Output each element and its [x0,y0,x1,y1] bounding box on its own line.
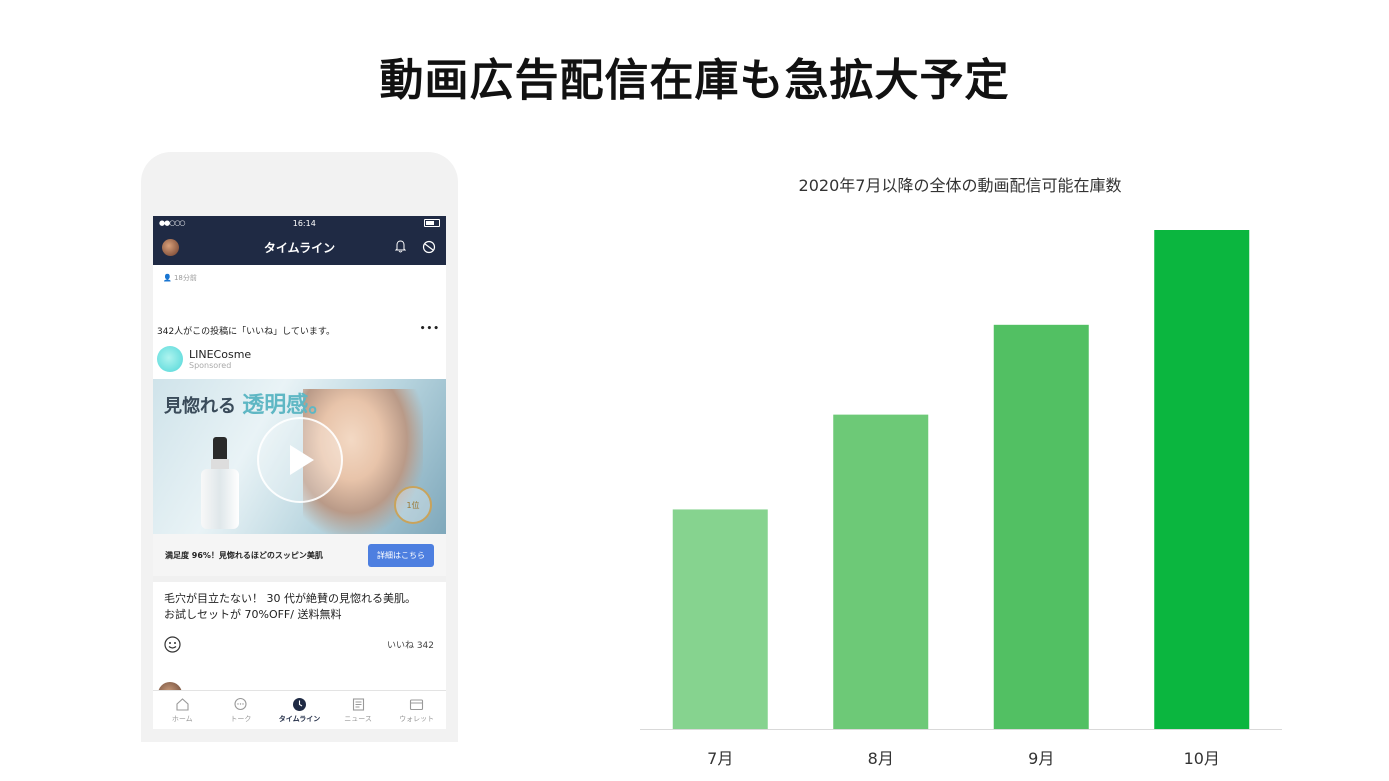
x-tick-label: 9月 [1028,749,1054,768]
cta-row: 満足度 96%！見惚れるほどのスッピン美肌 詳細はこちら [153,534,446,576]
more-options-icon[interactable]: ••• [419,324,440,334]
news-icon [352,697,364,711]
ad-headline: 見惚れる 透明感。 [164,387,330,419]
nav-bar: タイムライン [153,230,446,265]
phone-mockup: ●●○○○ 16:14 タイムライン 👤 18分前 342人がこの投稿に「いいね… [141,152,458,742]
tab-label: ニュース [344,714,372,723]
account-avatar [157,346,183,372]
time-ago: 18分前 [173,274,197,282]
nav-title: タイムライン [263,241,336,255]
chat-icon [234,697,247,710]
post-body: 毛穴が目立たない！ 30 代が絶賛の見惚れる美肌。 お試しセットが 70%OFF… [164,591,439,623]
home-icon [176,697,189,711]
battery-icon [423,219,440,227]
post-body-line-1: 毛穴が目立たない！ 30 代が絶賛の見惚れる美肌。 [164,592,416,605]
account-name: LINECosme [189,348,252,361]
person-icon: 👤 [163,274,172,282]
award-badge: 1位 [394,486,432,524]
smile-icon[interactable] [164,636,181,653]
tab-talk[interactable]: トーク [212,691,271,729]
main-title: 動画広告配信在庫も急拡大予定 [379,55,1010,106]
like-count[interactable]: いいね 342 [386,641,434,651]
status-time: 16:14 [292,218,316,228]
ad-headline-prefix: 見惚れる [164,396,236,417]
tab-news[interactable]: ニュース [329,691,388,729]
likes-row: 342人がこの投稿に「いいね」しています。 ••• [157,324,440,337]
post-time: 👤 18分前 [153,265,446,297]
x-tick-label: 8月 [868,749,894,768]
tab-wallet[interactable]: ウォレット [387,691,446,729]
tab-timeline[interactable]: タイムライン [270,691,329,729]
video-ad[interactable]: 見惚れる 透明感。 1位 [153,379,446,534]
ad-account[interactable]: LINECosme Sponsored [157,346,251,372]
tab-home[interactable]: ホーム [153,691,212,729]
tab-label: ウォレット [399,714,435,723]
serum-bottle-image [201,437,239,529]
play-icon[interactable] [257,417,343,503]
divider [153,576,446,582]
x-tick-label: 7月 [707,749,733,768]
sponsored-label: Sponsored [189,361,232,370]
likes-text: 342人がこの投稿に「いいね」しています。 [157,327,336,337]
wallet-icon [410,698,424,710]
chart-title: 2020年7月以降の全体の動画配信可能在庫数 [798,176,1122,195]
x-tick-label: 10月 [1184,749,1220,768]
bell-icon[interactable] [395,240,406,253]
ad-headline-highlight: 透明感。 [242,393,331,418]
bar-4 [1154,230,1250,729]
reaction-row: いいね 342 [164,636,434,653]
cta-text: 満足度 96%！見惚れるほどのスッピン美肌 [165,550,323,560]
details-button[interactable]: 詳細はこちら [368,543,434,567]
bar-3 [993,324,1089,729]
bar-1 [672,509,768,729]
signal-indicator: ●●○○○ [159,219,186,227]
tab-label: タイムライン [278,714,321,723]
phone-screen: ●●○○○ 16:14 タイムライン 👤 18分前 342人がこの投稿に「いいね… [153,216,446,729]
tab-label: ホーム [171,714,193,723]
tab-bar: ホーム トーク タイムライン ニュース ウォレット [153,690,446,729]
tab-label: トーク [230,714,252,723]
clock-icon [292,697,306,711]
settings-icon[interactable] [422,240,436,254]
user-avatar[interactable] [162,239,179,256]
post-body-line-2: お試しセットが 70%OFF/ 送料無料 [164,608,342,621]
bar-2 [833,414,929,729]
status-bar: ●●○○○ 16:14 [153,216,446,230]
